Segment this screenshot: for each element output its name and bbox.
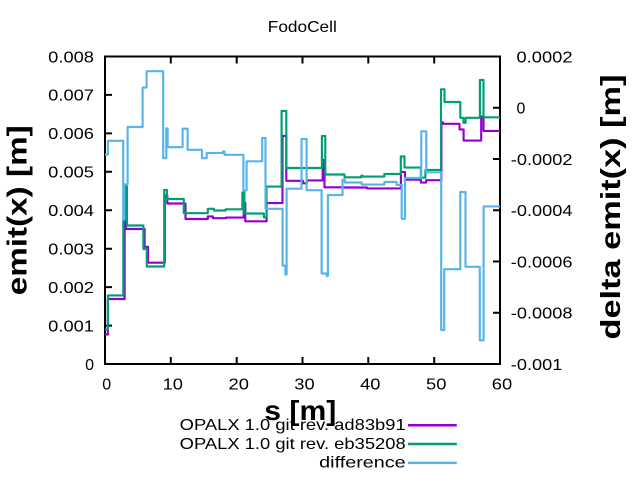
svg-text:0: 0: [102, 376, 111, 393]
svg-text:-0.0008: -0.0008: [511, 306, 573, 323]
svg-text:emit(x) [m]: emit(x) [m]: [2, 125, 33, 295]
svg-text:30: 30: [294, 376, 315, 393]
svg-text:-0.0002: -0.0002: [511, 152, 573, 169]
svg-text:40: 40: [360, 376, 381, 393]
svg-text:-0.0006: -0.0006: [511, 254, 573, 271]
svg-text:0.001: 0.001: [48, 318, 94, 335]
svg-text:0: 0: [85, 357, 94, 374]
svg-text:OPALX 1.0 git rev. ad83b91: OPALX 1.0 git rev. ad83b91: [180, 417, 406, 434]
svg-text:0.006: 0.006: [48, 126, 94, 143]
svg-text:0: 0: [517, 101, 526, 118]
svg-text:60: 60: [492, 376, 513, 393]
svg-text:OPALX 1.0 git rev. eb35208: OPALX 1.0 git rev. eb35208: [180, 436, 406, 453]
svg-text:50: 50: [426, 376, 447, 393]
svg-text:0.003: 0.003: [48, 242, 94, 259]
svg-text:delta emit(x) [m]: delta emit(x) [m]: [595, 75, 626, 340]
svg-text:-0.0004: -0.0004: [511, 203, 573, 220]
svg-text:FodoCell: FodoCell: [268, 19, 337, 36]
svg-text:20: 20: [229, 376, 250, 393]
svg-text:0.005: 0.005: [48, 165, 94, 182]
svg-text:0.007: 0.007: [48, 88, 94, 105]
svg-text:0.0002: 0.0002: [517, 49, 573, 66]
svg-text:0.008: 0.008: [48, 49, 94, 66]
svg-text:0.002: 0.002: [48, 280, 94, 297]
svg-text:s [m]: s [m]: [264, 395, 336, 426]
svg-text:-0.001: -0.001: [511, 357, 563, 374]
svg-text:10: 10: [163, 376, 184, 393]
svg-text:0.004: 0.004: [48, 203, 94, 220]
svg-text:difference: difference: [319, 455, 406, 472]
